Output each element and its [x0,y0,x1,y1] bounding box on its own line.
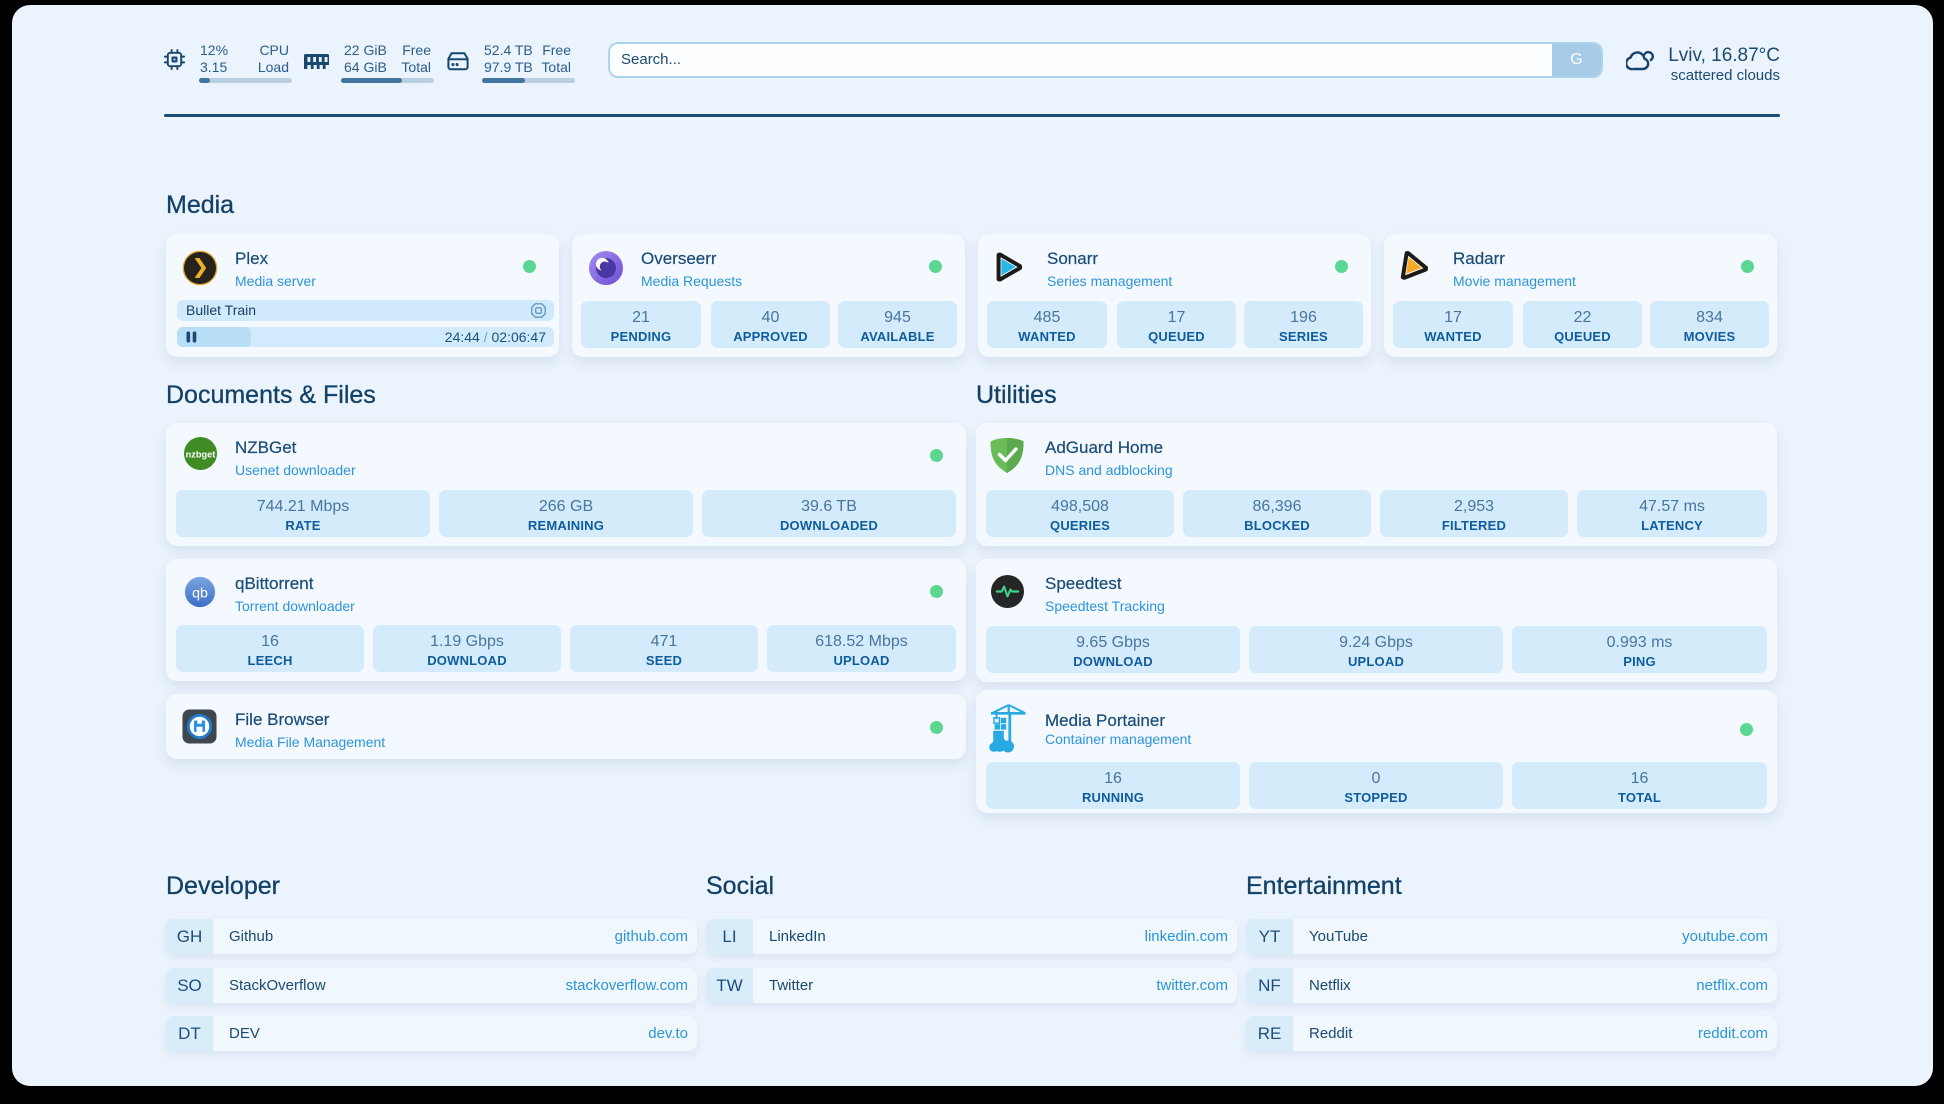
svg-text:nzbget: nzbget [186,449,216,459]
svg-text:qb: qb [192,585,208,601]
